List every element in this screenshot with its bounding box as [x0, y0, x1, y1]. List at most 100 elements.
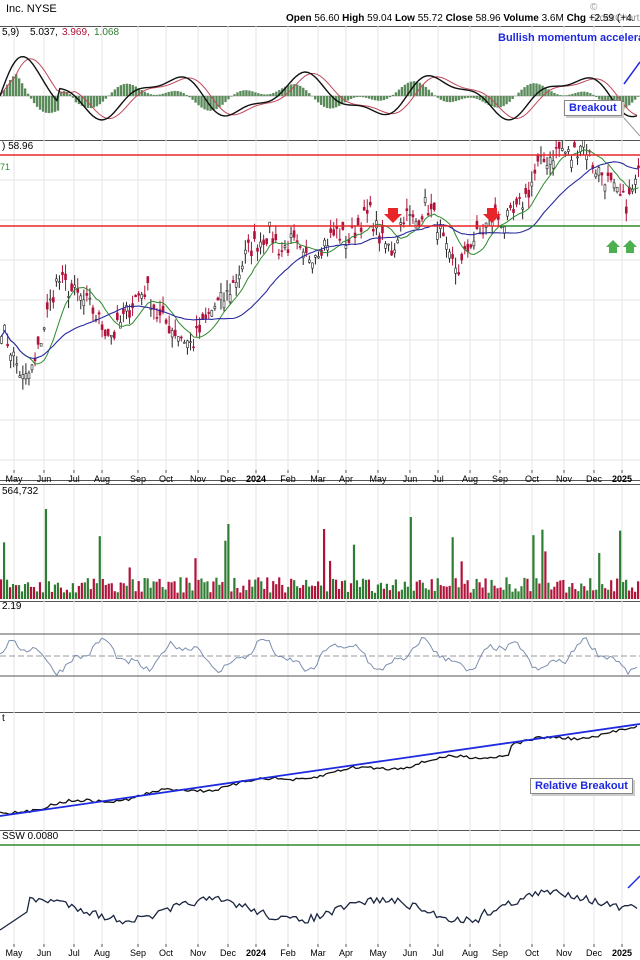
low-label: Low [394, 13, 415, 24]
x-tick-label-2: Jul [68, 474, 80, 484]
candle-body-91 [277, 253, 281, 256]
volume-bar-26 [77, 585, 80, 599]
macd-hist-bar-125 [373, 96, 377, 101]
volume-bar-118 [352, 544, 356, 599]
volume-label: 564,732 [2, 486, 39, 497]
x-tick-label-7: Dec [220, 948, 237, 958]
volume-bar-59 [176, 592, 179, 599]
volume-bar-155 [463, 583, 466, 599]
relative-label: t [2, 713, 5, 724]
candle-body-118 [359, 227, 363, 232]
volume-bar-103 [308, 586, 311, 599]
macd-hist-bar-131 [391, 94, 395, 96]
volume-bar-13 [38, 582, 42, 599]
price-last-label: ) 58.96 [2, 141, 34, 152]
macd-hist-bar-16 [47, 96, 51, 114]
candle-body-18 [55, 278, 58, 282]
volume-bar-45 [134, 591, 137, 599]
candle-body-100 [304, 246, 308, 253]
volume-bar-198 [592, 590, 595, 599]
macd-hist-bar-2 [5, 84, 9, 96]
volume-bar-5 [14, 585, 18, 599]
candle-body-32 [97, 312, 101, 315]
x-tick-label-12: May [369, 474, 387, 484]
macd-annotation: Bullish momentum accelerat [498, 32, 640, 44]
volume-bar-51 [152, 581, 155, 599]
macd-hist-bar-191 [571, 93, 574, 96]
macd-hist-bar-9 [26, 93, 30, 96]
macd-hist-bar-147 [439, 96, 443, 100]
price-ma-label: 71 [0, 162, 11, 172]
volume-bar-151 [451, 537, 454, 599]
macd-hist-bar-6 [17, 78, 21, 96]
candle-body-8 [24, 373, 28, 380]
candle-body-12 [36, 336, 40, 345]
volume-bar-170 [508, 584, 511, 599]
x-tick-label-6: Nov [190, 948, 207, 958]
x-tick-label-5: Oct [159, 474, 174, 484]
macd-hist-bar-112 [334, 96, 338, 108]
candle-body-125 [381, 226, 384, 234]
volume-bar-94 [281, 585, 284, 599]
candle-body-37 [112, 331, 116, 339]
macd-panel: 5,9) 5.037, 3.969, 1.068 Bullish momentu… [0, 26, 640, 141]
candle-body-138 [420, 216, 424, 220]
candle-body-128 [390, 250, 393, 256]
volume-bar-90 [269, 592, 272, 599]
volume-bar-16 [47, 581, 51, 599]
volume-bar-32 [95, 583, 98, 599]
volume-bar-172 [514, 588, 517, 599]
candle-body-84 [256, 247, 259, 252]
volume-bar-17 [50, 591, 54, 599]
macd-hist-bar-106 [317, 96, 320, 103]
macd-hist-bar-120 [358, 96, 362, 97]
candle-body-17 [52, 297, 55, 303]
candle-body-180 [548, 157, 552, 165]
chg-value: +2.59 (+4. [588, 13, 635, 24]
macd-hist-bar-196 [586, 92, 589, 96]
candle-body-10 [30, 364, 34, 371]
macd-hist-bar-45 [134, 86, 137, 96]
macd-hist-bar-80 [239, 90, 242, 96]
volume-bar-106 [317, 581, 320, 599]
volume-bar-54 [161, 587, 164, 599]
volume-bar-70 [209, 592, 212, 599]
volume-bar-68 [203, 582, 206, 599]
volume-bar-96 [287, 586, 290, 599]
volume-bar-149 [445, 586, 448, 599]
volume-bar-85 [254, 579, 257, 599]
candle-body-126 [384, 243, 387, 249]
candle-body-143 [436, 232, 439, 240]
volume-bar-197 [589, 578, 592, 599]
candle-body-54 [164, 319, 168, 324]
candle-body-105 [320, 250, 323, 256]
candle-body-174 [530, 181, 534, 187]
macd-hist-bar-105 [314, 96, 317, 100]
candle-body-199 [606, 172, 610, 176]
candle-body-155 [472, 240, 476, 247]
x-tick-label-16: Sep [492, 474, 508, 484]
volume-bar-107 [320, 585, 323, 599]
candle-body-51 [155, 317, 159, 319]
macd-hist-bar-152 [454, 96, 457, 102]
candle-body-156 [475, 220, 479, 229]
candle-body-122 [372, 228, 375, 232]
volume-bar-18 [53, 584, 57, 599]
candle-body-59 [180, 336, 183, 339]
volume-bar-91 [272, 581, 275, 599]
macd-hist-bar-30 [89, 96, 93, 109]
volume-bar-124 [370, 590, 374, 599]
candle-body-172 [524, 187, 528, 194]
macd-hist-bar-27 [80, 96, 84, 106]
macd-hist-bar-150 [448, 96, 451, 103]
macd-hist-bar-142 [424, 86, 428, 96]
volume-bar-24 [71, 583, 74, 599]
candle-body-150 [457, 272, 460, 275]
volume-bar-123 [367, 579, 371, 599]
macd-hist-bar-82 [245, 90, 248, 96]
volume-bar-195 [583, 586, 586, 599]
volume-bar-111 [331, 578, 335, 599]
macd-hist-bar-119 [355, 96, 359, 98]
macd-hist-bar-156 [466, 96, 469, 98]
volume-bar-33 [98, 536, 101, 599]
